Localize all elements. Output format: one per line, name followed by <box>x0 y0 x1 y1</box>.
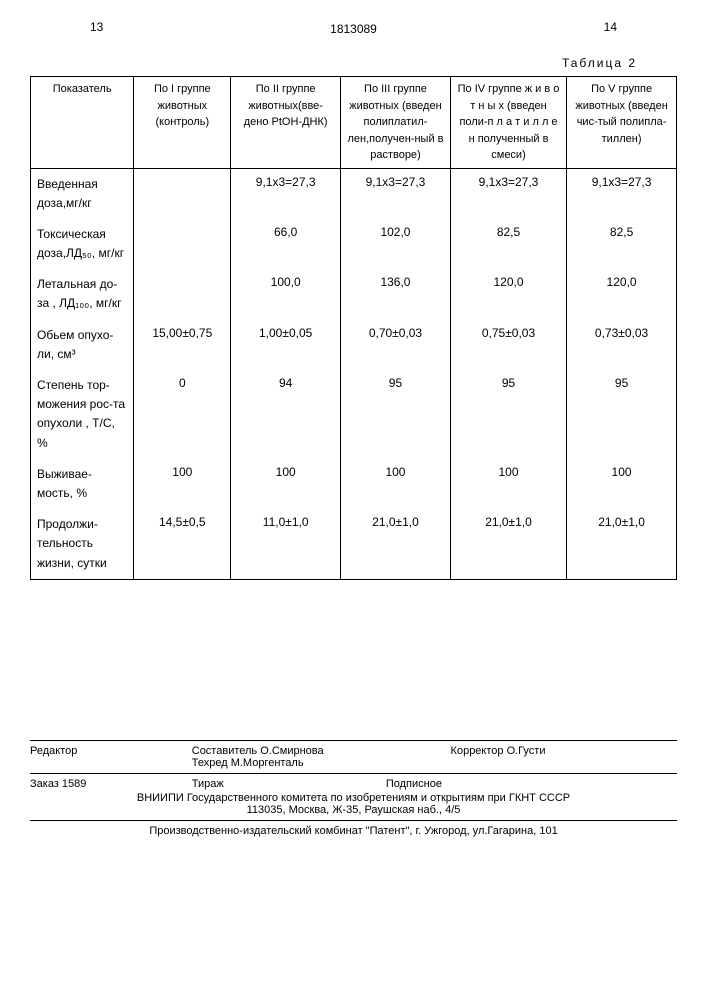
compiler: Составитель О.Смирнова <box>192 745 451 757</box>
org-line: Производственно-издательский комбинат "П… <box>30 825 677 837</box>
table-row: Летальная до-за , ЛД₁₀₀, мг/кг 100,0136,0… <box>31 269 677 319</box>
cell: 0 <box>134 370 231 459</box>
col-header: Показатель <box>31 77 134 169</box>
cell <box>134 219 231 269</box>
table-row: Токсическая доза,ЛД₅₀, мг/кг66,0102,082,… <box>31 219 677 269</box>
col-header: По V группе животных (введен чис-тый пол… <box>567 77 677 169</box>
cell: 95 <box>341 370 451 459</box>
col-header: По III группе животных (введен полиплати… <box>341 77 451 169</box>
corrector: Корректор О.Густи <box>451 745 677 769</box>
cell: 100 <box>134 459 231 509</box>
page-left: 13 <box>90 20 103 34</box>
row-label: Токсическая доза,ЛД₅₀, мг/кг <box>31 219 134 269</box>
page-right: 14 <box>604 20 617 34</box>
techred: Техред М.Моргенталь <box>192 757 451 769</box>
cell: 14,5±0,5 <box>134 509 231 579</box>
table-title: Таблица 2 <box>30 56 637 70</box>
cell: 120,0 <box>450 269 566 319</box>
row-label: Обьем опухо-ли, см³ <box>31 320 134 370</box>
cell: 136,0 <box>341 269 451 319</box>
cell: 9,1х3=27,3 <box>567 168 677 219</box>
row-label: Выживае-мость, % <box>31 459 134 509</box>
cell: 82,5 <box>567 219 677 269</box>
subscription: Подписное <box>386 778 677 790</box>
org-line: 113035, Москва, Ж-35, Раушская наб., 4/5 <box>30 804 677 816</box>
cell <box>134 269 231 319</box>
table-row: Выживае-мость, %100100100100100 <box>31 459 677 509</box>
cell: 0,73±0,03 <box>567 320 677 370</box>
cell: 94 <box>231 370 341 459</box>
table-row: Введенная доза,мг/кг9,1х3=27,39,1х3=27,3… <box>31 168 677 219</box>
cell: 0,70±0,03 <box>341 320 451 370</box>
tirazh: Тираж <box>192 778 386 790</box>
cell: 102,0 <box>341 219 451 269</box>
cell: 66,0 <box>231 219 341 269</box>
cell: 1,00±0,05 <box>231 320 341 370</box>
table-row: Продолжи-тельность жизни, сутки14,5±0,51… <box>31 509 677 579</box>
cell <box>134 168 231 219</box>
cell: 21,0±1,0 <box>567 509 677 579</box>
cell: 21,0±1,0 <box>341 509 451 579</box>
cell: 11,0±1,0 <box>231 509 341 579</box>
cell: 100,0 <box>231 269 341 319</box>
order: Заказ 1589 <box>30 778 192 790</box>
cell: 100 <box>567 459 677 509</box>
footer: Редактор Составитель О.Смирнова Техред М… <box>30 740 677 837</box>
cell: 9,1х3=27,3 <box>450 168 566 219</box>
cell: 15,00±0,75 <box>134 320 231 370</box>
cell: 95 <box>567 370 677 459</box>
cell: 100 <box>231 459 341 509</box>
editor-label: Редактор <box>30 745 192 769</box>
cell: 9,1х3=27,3 <box>231 168 341 219</box>
row-label: Летальная до-за , ЛД₁₀₀, мг/кг <box>31 269 134 319</box>
document-number: 1813089 <box>30 22 677 36</box>
col-header: По I группе животных (контроль) <box>134 77 231 169</box>
col-header: По II группе животных(вве-дено PtOH-ДНК) <box>231 77 341 169</box>
org-line: ВНИИПИ Государственного комитета по изоб… <box>30 792 677 804</box>
col-header: По IV группе ж и в о т н ы х (введен пол… <box>450 77 566 169</box>
row-label: Продолжи-тельность жизни, сутки <box>31 509 134 579</box>
cell: 100 <box>341 459 451 509</box>
cell: 82,5 <box>450 219 566 269</box>
cell: 100 <box>450 459 566 509</box>
cell: 0,75±0,03 <box>450 320 566 370</box>
row-label: Введенная доза,мг/кг <box>31 168 134 219</box>
cell: 95 <box>450 370 566 459</box>
row-label: Степень тор-можения рос-та опухоли , Т/С… <box>31 370 134 459</box>
cell: 21,0±1,0 <box>450 509 566 579</box>
cell: 120,0 <box>567 269 677 319</box>
cell: 9,1х3=27,3 <box>341 168 451 219</box>
table-row: Обьем опухо-ли, см³15,00±0,751,00±0,050,… <box>31 320 677 370</box>
data-table: Показатель По I группе животных (контрол… <box>30 76 677 580</box>
table-row: Степень тор-можения рос-та опухоли , Т/С… <box>31 370 677 459</box>
